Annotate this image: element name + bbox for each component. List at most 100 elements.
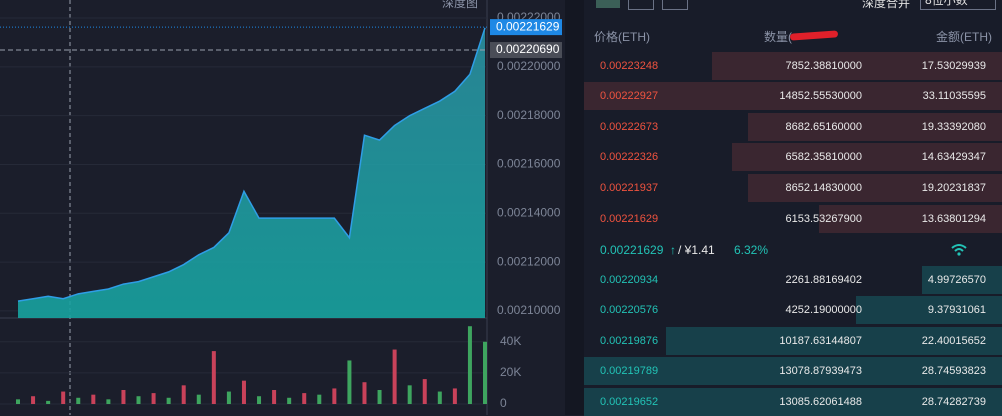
depth-bar (856, 296, 1002, 324)
depth-bar (584, 388, 1002, 416)
price: 0.00219876 (600, 335, 659, 347)
quantity: 4252.19000000 (785, 304, 862, 316)
icon[interactable] (628, 0, 654, 10)
quantity: 13085.62061488 (779, 396, 862, 408)
volume-bar (422, 379, 427, 404)
total: 9.37931061 (927, 304, 986, 316)
depth-bar (748, 174, 1002, 202)
y-tick-label: 20K (500, 365, 521, 379)
volume-bar (347, 360, 352, 404)
volume-bar (452, 388, 457, 404)
redaction (789, 30, 839, 41)
volume-bar (287, 397, 292, 404)
cny: / ¥1.41 (678, 243, 715, 257)
y-tick-label: 0.00218000 (497, 108, 561, 122)
depth-bar (819, 205, 1002, 233)
last-price: 0.00221629 (600, 243, 664, 257)
volume-bar (121, 390, 126, 404)
volume-bar (226, 391, 231, 404)
bid-row[interactable]: 0.00219789 13078.87939473 28.74593823 (584, 357, 1002, 385)
quantity: 6582.35810000 (785, 151, 862, 163)
icon[interactable] (662, 0, 688, 10)
header-qty: 数量( (764, 30, 792, 44)
ask-row[interactable]: 0.00221629 6153.53267900 13.63801294 (584, 205, 1002, 233)
ask-row[interactable]: 0.00221937 8652.14830000 19.20231837 (584, 174, 1002, 202)
y-tick-label: 0.00216000 (497, 157, 561, 171)
ask-row[interactable]: 0.00222927 14852.55530000 33.11035595 (584, 82, 1002, 110)
price: 0.00222673 (600, 121, 659, 133)
volume-bar (16, 399, 20, 404)
y-tick-label: 0 (500, 396, 507, 410)
bid-row[interactable]: 0.00219652 13085.62061488 28.74282739 (584, 388, 1002, 416)
volume-bar (483, 341, 487, 404)
volume-bar (196, 394, 201, 404)
volume-bar (166, 397, 171, 404)
volume-bar (91, 394, 96, 404)
price: 0.00222326 (600, 151, 659, 163)
price: 0.00223248 (600, 60, 659, 72)
gutter (565, 0, 584, 415)
header-total: 金额(ETH) (936, 30, 992, 44)
volume-bar (467, 326, 472, 404)
depth-bar (584, 82, 1002, 110)
merge-label: 深度合并 (862, 0, 911, 10)
y-tick-label: 40K (500, 334, 521, 348)
bid-row[interactable]: 0.00219876 10187.63144807 22.40015652 (584, 327, 1002, 355)
order-book: 深度合并 8位小数 价格(ETH) 数量( 金额(ETH) 0.00221629… (584, 0, 1002, 416)
bid-row[interactable]: 0.00220934 2261.88169402 4.99726570 (584, 266, 1002, 294)
y-tick-label: 0.00210000 (497, 303, 561, 317)
chart-panel: 深度图 0.002220000.002200000.002180000.0021… (0, 0, 584, 415)
marker-label: 0.00221629 (496, 19, 560, 33)
total: 28.74282739 (921, 396, 986, 408)
ask-row[interactable]: 0.00222673 8682.65160000 19.33392080 (584, 113, 1002, 141)
volume-bar (181, 385, 186, 404)
depth-bar (712, 52, 1002, 80)
volume-bar (106, 399, 111, 404)
quantity: 8652.14830000 (785, 182, 862, 194)
total: 13.63801294 (921, 213, 986, 225)
icon[interactable] (596, 0, 620, 8)
volume-bar (317, 394, 322, 404)
last-price-row: 0.00221629 ↑ / ¥1.41 6.32% (584, 236, 1002, 264)
volume-bar (257, 396, 262, 404)
quantity: 13078.87939473 (779, 365, 862, 377)
volume-bar (392, 349, 397, 404)
quantity: 6153.53267900 (785, 213, 862, 225)
y-tick-label: 0.00214000 (497, 205, 561, 219)
header-price: 价格(ETH) (594, 30, 650, 44)
volume-bar (31, 396, 36, 404)
quantity: 2261.88169402 (785, 274, 862, 286)
volume-bar (211, 351, 216, 404)
volume-bar (272, 390, 277, 404)
volume-bar (136, 396, 141, 404)
volume-bar (151, 393, 156, 404)
volume-bar (61, 391, 66, 404)
ask-row[interactable]: 0.00223248 7852.38810000 17.53029939 (584, 52, 1002, 80)
marker-box (490, 42, 562, 59)
depth-bar (666, 327, 1002, 355)
price: 0.00220576 (600, 304, 659, 316)
volume-bar (377, 390, 382, 404)
area (18, 27, 485, 318)
marker-label: 0.00220690 (496, 42, 560, 56)
depth-bar (922, 266, 1002, 294)
depth-bar (732, 143, 1002, 171)
depth-tab[interactable]: 深度图 (442, 0, 478, 10)
volume-bar (332, 388, 337, 404)
volume-bar (302, 393, 307, 404)
arrow: ↑ (670, 243, 676, 257)
quantity: 8682.65160000 (785, 121, 862, 133)
total: 19.20231837 (921, 182, 986, 194)
decimals-select[interactable]: 8位小数 (920, 0, 996, 10)
ask-row[interactable]: 0.00222326 6582.35810000 14.63429347 (584, 143, 1002, 171)
quantity: 14852.55530000 (779, 90, 862, 102)
quantity: 7852.38810000 (785, 60, 862, 72)
price: 0.00221629 (600, 213, 659, 225)
volume-bar (437, 391, 442, 404)
marker-box (490, 19, 562, 36)
total: 19.33392080 (921, 121, 986, 133)
total: 14.63429347 (921, 151, 986, 163)
price-line (17, 27, 486, 302)
bid-row[interactable]: 0.00220576 4252.19000000 9.37931061 (584, 296, 1002, 324)
